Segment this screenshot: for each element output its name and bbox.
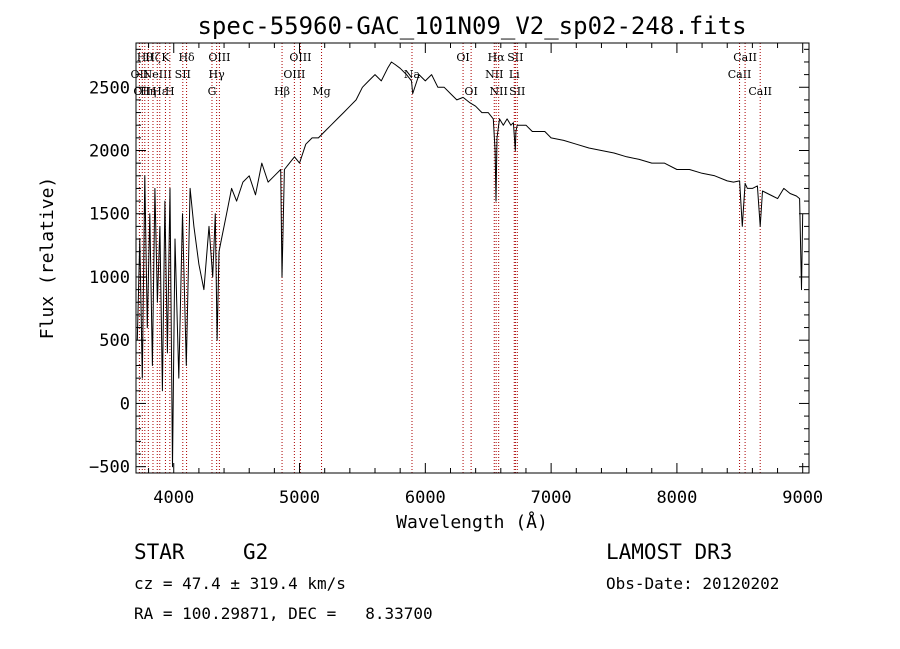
chart-title: spec-55960-GAC_101N09_V2_sp02-248.fits: [197, 12, 746, 40]
y-tick-label-5: 2000: [89, 142, 130, 162]
spectral-line-markers: OIIOIIHθHηHζNeIIIHεKHSIIHδGHγOIIIHβOIIIO…: [131, 43, 772, 473]
marker-label-29: CaII: [748, 85, 772, 98]
marker-label-7: K: [161, 51, 170, 64]
marker-label-16: OIII: [289, 51, 311, 64]
marker-label-27: CaII: [728, 68, 752, 81]
survey-name: LAMOST DR3: [606, 540, 733, 564]
observation-date: Obs-Date: 20120202: [606, 574, 780, 593]
marker-label-28: CaII: [733, 51, 757, 64]
marker-label-13: OIII: [208, 51, 230, 64]
x-axis-label: Wavelength (Å): [396, 511, 548, 533]
y-axis-label: Flux (relative): [37, 177, 58, 340]
redshift-velocity: cz = 47.4 ± 319.4 km/s: [134, 574, 346, 593]
marker-label-26: SII: [509, 85, 525, 98]
marker-label-25: SII: [507, 51, 523, 64]
marker-label-9: SII: [175, 68, 191, 81]
marker-label-14: Hβ: [274, 85, 290, 98]
marker-label-2: Hθ: [137, 51, 154, 64]
plot-frame: [135, 42, 810, 474]
marker-label-1: OII: [133, 85, 151, 98]
marker-label-5: NeIII: [143, 68, 172, 81]
x-tick-label-2: 6000: [405, 488, 446, 508]
marker-label-19: OI: [456, 51, 469, 64]
object-class: STAR: [134, 540, 185, 564]
marker-label-3: Hη: [140, 85, 156, 98]
axes: 4000 5000 6000 7000 8000 9000 −500 0 500 1000 1500…: [89, 43, 823, 508]
spectrum-series: [136, 61, 804, 468]
x-tick-label-0: 4000: [153, 488, 194, 508]
marker-label-22: Hα: [488, 51, 506, 64]
marker-label-10: Hδ: [178, 51, 195, 64]
marker-label-15: OIII: [283, 68, 305, 81]
marker-label-23: NII: [490, 85, 508, 98]
marker-label-24: Li: [509, 68, 520, 81]
y-tick-label-1: 0: [120, 394, 130, 414]
x-tick-label-3: 7000: [531, 488, 572, 508]
marker-label-8: H: [165, 85, 175, 98]
y-tick-label-4: 1500: [89, 205, 130, 225]
marker-label-6: Hε: [152, 85, 168, 98]
y-tick-label-3: 1000: [89, 268, 130, 288]
marker-label-20: OI: [464, 85, 477, 98]
series-line-flux: [136, 61, 804, 468]
marker-label-21: NII: [485, 68, 503, 81]
x-tick-label-5: 9000: [782, 488, 823, 508]
object-subclass: G2: [243, 540, 269, 564]
marker-label-11: G: [208, 85, 217, 98]
y-tick-label-0: −500: [89, 458, 130, 478]
marker-label-12: Hγ: [209, 68, 226, 81]
marker-label-18: Na: [404, 68, 421, 81]
marker-label-4: Hζ: [145, 51, 161, 64]
x-tick-label-4: 8000: [656, 488, 697, 508]
x-tick-label-1: 5000: [279, 488, 320, 508]
sky-coordinates: RA = 100.29871, DEC = 8.33700: [134, 604, 433, 623]
y-tick-label-6: 2500: [89, 78, 130, 98]
marker-label-17: Mg: [312, 85, 330, 98]
y-tick-label-2: 500: [99, 331, 130, 351]
